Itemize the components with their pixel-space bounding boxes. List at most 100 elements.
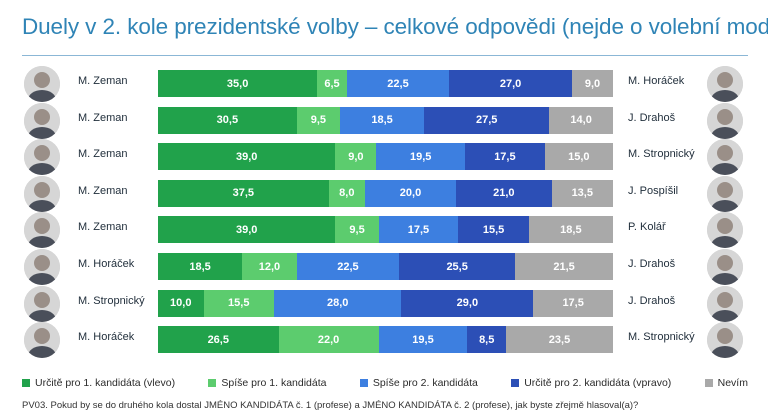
data-label: 14,0: [570, 114, 592, 127]
bar-segment: 39,0: [158, 216, 336, 244]
bar-segment: 27,5: [424, 106, 550, 134]
data-label: 21,0: [493, 187, 515, 200]
right-candidate-name: J. Drahoš: [628, 111, 676, 124]
stacked-bar: 26,5 22,0 19,5 8,5 23,5: [158, 326, 613, 354]
right-candidate-avatar: [707, 212, 743, 249]
data-label: 8,0: [339, 187, 355, 200]
legend-label: Spíše pro 1. kandidáta: [221, 377, 327, 389]
data-label: 35,0: [226, 77, 249, 90]
left-candidate-name: M. Zeman: [78, 111, 128, 124]
duel-row: M. Zeman 35,0 6,5 22,5 27,0 9,0 M. Horáček: [0, 64, 768, 104]
bar-segment: 28,0: [274, 289, 402, 317]
data-label: 18,5: [560, 223, 582, 236]
legend-swatch: [359, 379, 368, 387]
bar-segment: 19,5: [376, 143, 466, 171]
bar-segment: 8,0: [328, 179, 366, 207]
left-candidate-name: M. Zeman: [78, 184, 128, 197]
right-candidate-name: P. Kolář: [628, 221, 666, 234]
left-candidate-avatar: [24, 285, 60, 322]
legend-label: Spíše pro 2. kandidáta: [372, 377, 478, 389]
bar-segment: 25,5: [399, 253, 516, 280]
bar-segment: 9,5: [335, 216, 379, 244]
data-label: 9,5: [349, 223, 365, 236]
data-label: 27,0: [499, 77, 522, 90]
duel-row: M. Horáček 26,5 22,0 19,5 8,5 23,5 M. Stropnic…: [0, 320, 768, 360]
legend-entry: Určitě pro 2. kandidáta (vpravo): [511, 377, 671, 389]
bar-segment: 12,0: [242, 253, 297, 280]
data-label: 22,5: [387, 77, 409, 90]
legend-label: Určitě pro 1. kandidáta (vlevo): [35, 377, 176, 389]
data-label: 8,5: [479, 333, 495, 346]
bar-segment: 22,5: [346, 70, 450, 97]
data-label: 39,0: [236, 223, 258, 236]
right-candidate-name: M. Horáček: [628, 75, 685, 87]
bar-segment: 37,5: [158, 179, 329, 207]
bar-segment: 8,5: [467, 326, 507, 354]
bar-segment: 19,5: [378, 326, 468, 354]
bar-segment: 6,5: [317, 70, 347, 97]
question-footnote: PV03. Pokud by se do druhého kola dostal…: [22, 400, 639, 411]
bar-segment: 17,5: [465, 143, 545, 171]
stacked-bar: 35,0 6,5 22,5 27,0 9,0: [158, 70, 613, 97]
right-candidate-name: M. Stropnický: [628, 331, 695, 344]
legend-label: Nevím: [717, 377, 748, 389]
stacked-bar: 30,5 9,5 18,5 27,5 14,0: [158, 106, 613, 134]
duel-row: M. Zeman 39,0 9,0 19,5 17,5 15,0 M. Stropnický: [0, 137, 768, 177]
left-candidate-avatar: [24, 102, 60, 139]
bar-segment: 18,5: [158, 253, 243, 280]
right-candidate-avatar: [707, 285, 743, 322]
data-label: 9,0: [584, 77, 601, 90]
left-candidate-name: M. Horáček: [78, 331, 135, 344]
bar-segment: 20,0: [365, 179, 457, 207]
left-candidate-avatar: [24, 66, 60, 102]
bar-segment: 27,0: [449, 70, 573, 97]
legend-swatch: [511, 379, 520, 387]
bar-segment: 30,5: [158, 106, 297, 134]
duel-row: M. Zeman 39,0 9,5 17,5 15,5 18,5 P. Kolář: [0, 210, 768, 250]
left-candidate-avatar: [24, 139, 60, 176]
legend-entry: Spíše pro 2. kandidáta: [359, 377, 478, 389]
data-label: 23,5: [548, 333, 571, 346]
bar-segment: 17,5: [378, 216, 459, 244]
bar-segment: 23,5: [506, 326, 613, 354]
data-label: 19,5: [412, 333, 434, 346]
bar-segment: 21,0: [456, 179, 552, 207]
bar-segment: 9,0: [335, 143, 377, 171]
right-candidate-name: J. Drahoš: [628, 294, 676, 307]
data-label: 18,5: [189, 260, 211, 273]
right-candidate-name: M. Stropnický: [628, 148, 695, 161]
bar-segment: 18,5: [339, 106, 425, 134]
right-candidate-avatar: [707, 66, 743, 102]
duel-row: M. Stropnický 10,0 15,5 28,0 29,0 17,5 J. Drah…: [0, 284, 768, 324]
bar-segment: 21,5: [515, 253, 613, 280]
left-candidate-name: M. Zeman: [78, 148, 128, 161]
legend-entry: Nevím: [704, 377, 748, 389]
bar-segment: 18,5: [528, 216, 613, 244]
bar-segment: 15,5: [203, 289, 275, 317]
data-label: 26,5: [207, 333, 229, 346]
legend-swatch: [704, 379, 713, 387]
title-divider: [22, 55, 748, 56]
right-candidate-avatar: [707, 249, 743, 285]
left-candidate-name: M. Stropnický: [78, 294, 145, 307]
left-candidate-name: M. Horáček: [78, 258, 135, 270]
stacked-bar: 10,0 15,5 28,0 29,0 17,5: [158, 289, 613, 317]
data-label: 15,5: [228, 297, 250, 310]
data-label: 18,5: [371, 114, 393, 127]
data-label: 19,5: [410, 150, 432, 163]
data-label: 17,5: [407, 223, 430, 236]
bar-segment: 35,0: [158, 70, 318, 97]
bar-segment: 15,5: [458, 216, 529, 244]
stacked-bar: 39,0 9,5 17,5 15,5 18,5: [158, 216, 613, 244]
data-label: 28,0: [327, 297, 349, 310]
stacked-bar: 37,5 8,0 20,0 21,0 13,5: [158, 179, 613, 207]
chart-title: Duely v 2. kole prezidentské volby – cel…: [22, 14, 768, 39]
duel-row: M. Horáček 18,5 12,0 22,5 25,5 21,5 J. Drahoš: [0, 247, 768, 287]
right-candidate-avatar: [707, 322, 743, 359]
right-candidate-avatar: [707, 175, 743, 212]
bar-segment: 39,0: [158, 143, 336, 171]
bar-segment: 26,5: [158, 326, 279, 354]
bar-segment: 29,0: [401, 289, 534, 317]
right-candidate-name: J. Drahoš: [628, 258, 676, 270]
data-label: 10,0: [170, 297, 192, 310]
